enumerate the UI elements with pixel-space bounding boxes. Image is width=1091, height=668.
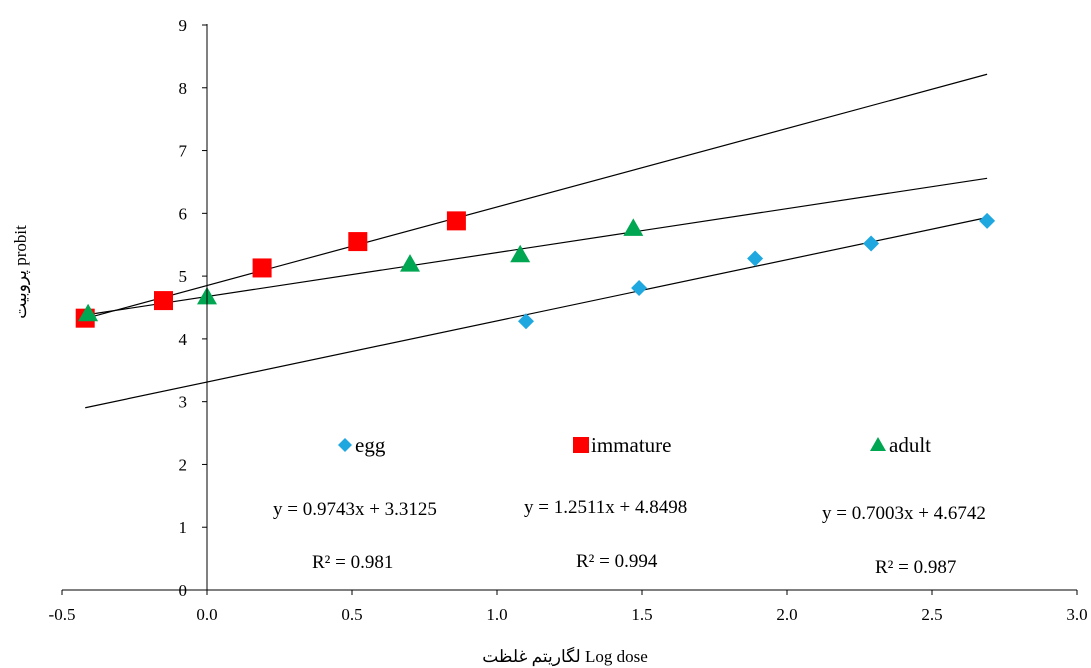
- data-point-adult: [78, 303, 99, 322]
- data-point-egg: [979, 212, 996, 229]
- y-tick-label: 5: [179, 267, 188, 286]
- x-tick-label: 1.0: [486, 605, 507, 624]
- y-tick-label: 6: [179, 204, 188, 223]
- equation-adult: y = 0.7003x + 4.6742: [822, 503, 986, 524]
- x-tick-label: 1.5: [631, 605, 652, 624]
- y-tick-label: 0: [179, 581, 188, 600]
- data-points: [75, 211, 996, 330]
- axes: 0 1 2 3 4 5 6 7 8 9 -0.5 0.0 0.5 1.0 1.5 2.0 2.5 3.0: [49, 16, 1088, 624]
- legend-label-egg: egg: [355, 433, 386, 457]
- y-tick-label: 7: [179, 142, 188, 161]
- data-point-immature: [446, 211, 466, 231]
- trendline-equations: y = 0.9743x + 3.3125 y = 1.2511x + 4.849…: [273, 497, 986, 578]
- trendlines: [85, 73, 988, 409]
- trendline-adult: [85, 177, 988, 316]
- x-axis-title: لگاریتم غلظت Log dose: [482, 646, 648, 667]
- equation-immature: y = 1.2511x + 4.8498: [524, 497, 687, 518]
- equation-egg: y = 0.9743x + 3.3125: [273, 499, 437, 520]
- r2-adult: R² = 0.987: [875, 557, 956, 578]
- y-axis-title: پروبیت probit: [11, 225, 31, 319]
- legend: egg immature adult: [338, 433, 931, 457]
- y-tick-label: 3: [179, 393, 188, 412]
- data-point-adult: [400, 254, 420, 272]
- trendline-egg: [85, 216, 988, 409]
- x-tick-label: 0.5: [341, 605, 362, 624]
- legend-label-adult: adult: [889, 433, 931, 457]
- legend-marker-adult: [870, 437, 886, 451]
- legend-label-immature: immature: [591, 433, 671, 457]
- data-point-egg: [863, 235, 880, 252]
- legend-marker-egg: [338, 438, 352, 452]
- data-point-adult: [623, 218, 644, 236]
- x-tick-label: 3.0: [1066, 605, 1087, 624]
- data-point-egg: [631, 280, 648, 297]
- x-tick-label: 2.0: [776, 605, 797, 624]
- x-tick-label: 2.5: [921, 605, 942, 624]
- data-point-immature: [252, 258, 272, 278]
- data-point-immature: [348, 232, 368, 252]
- x-tick-label: -0.5: [49, 605, 76, 624]
- data-point-egg: [518, 313, 534, 330]
- y-tick-label: 1: [179, 518, 188, 537]
- data-point-adult: [510, 244, 531, 263]
- r2-egg: R² = 0.981: [312, 552, 393, 573]
- x-tick-label: 0.0: [196, 605, 217, 624]
- legend-marker-immature: [573, 437, 589, 453]
- data-point-immature: [154, 291, 173, 311]
- y-tick-label: 4: [179, 330, 188, 349]
- y-tick-label: 2: [179, 455, 188, 474]
- y-tick-label: 8: [179, 79, 188, 98]
- data-point-egg: [747, 250, 764, 267]
- trendline-immature: [85, 73, 988, 320]
- y-tick-label: 9: [179, 16, 188, 35]
- r2-immature: R² = 0.994: [576, 551, 658, 572]
